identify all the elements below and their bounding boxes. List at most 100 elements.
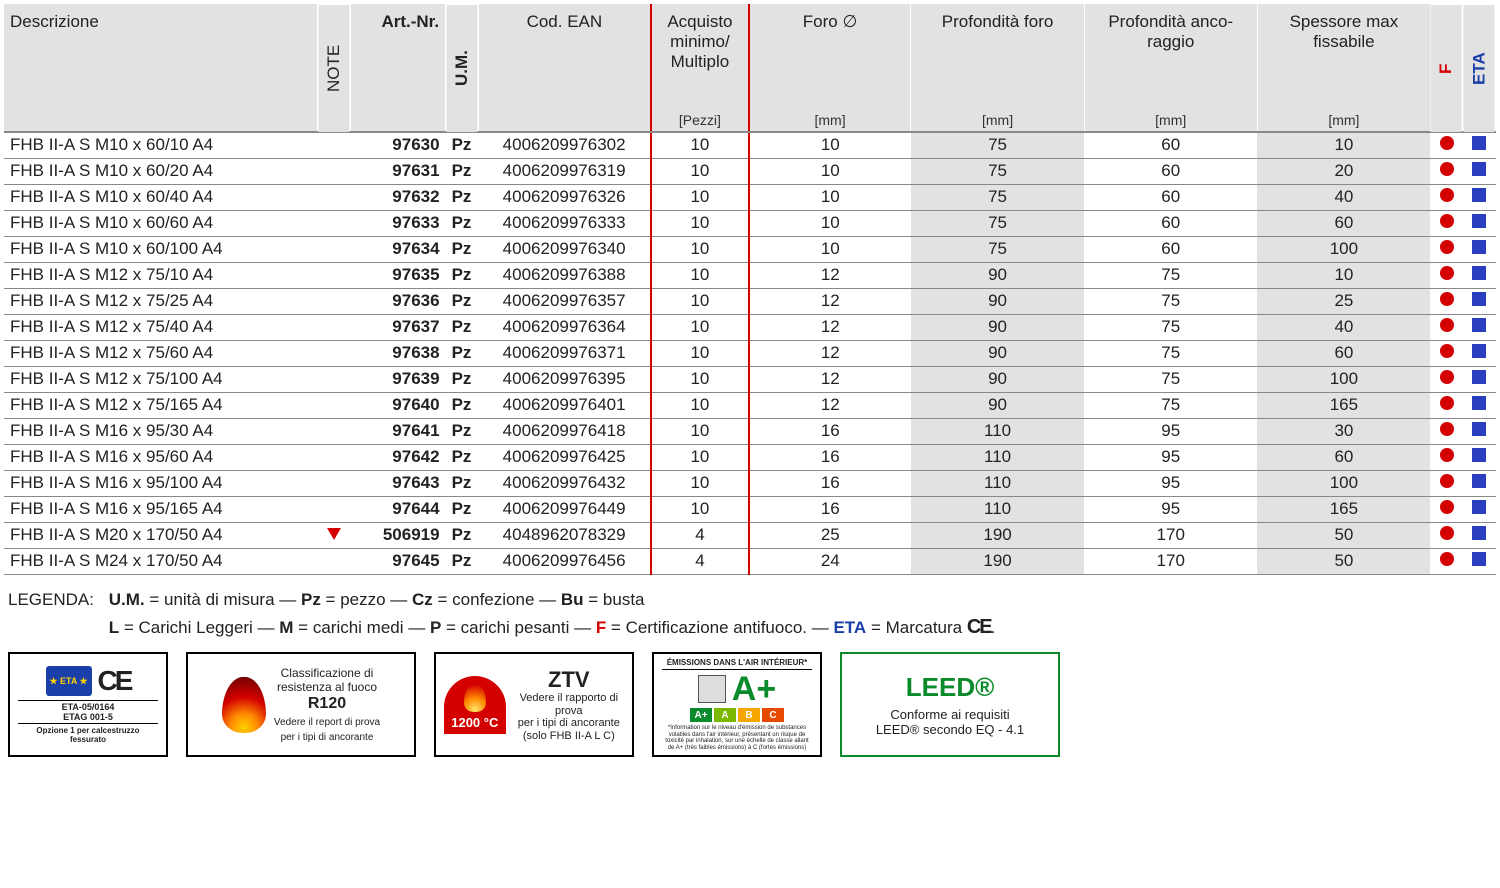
- cell-desc: FHB II-A S M10 x 60/40 A4: [4, 184, 318, 210]
- table-row: FHB II-A S M10 x 60/10 A497630Pz40062099…: [4, 132, 1496, 158]
- cell-art: 97636: [350, 288, 445, 314]
- cell-f: [1430, 366, 1462, 392]
- blue-square-icon: [1472, 448, 1486, 462]
- aplus-rating-cell: A+: [690, 708, 712, 722]
- cell-note: [318, 418, 350, 444]
- cell-note: [318, 470, 350, 496]
- cell-spess: 100: [1257, 366, 1430, 392]
- cell-um: Pz: [446, 210, 478, 236]
- blue-square-icon: [1472, 526, 1486, 540]
- cell-foro: 12: [749, 366, 911, 392]
- cell-desc: FHB II-A S M10 x 60/20 A4: [4, 158, 318, 184]
- cell-panc: 95: [1084, 444, 1257, 470]
- cell-pforo: 75: [911, 236, 1084, 262]
- badge-eta-ce: ★ ETA ★ CE ETA-05/0164ETAG 001-5 Opzione…: [8, 652, 168, 757]
- cell-note: [318, 496, 350, 522]
- cell-acq: 4: [651, 522, 748, 548]
- blue-square-icon: [1472, 214, 1486, 228]
- cell-foro: 12: [749, 288, 911, 314]
- cell-art: 97634: [350, 236, 445, 262]
- header-ean: Cod. EAN: [478, 4, 651, 132]
- header-foro: Foro ∅[mm]: [749, 4, 911, 132]
- cell-pforo: 90: [911, 262, 1084, 288]
- header-acquisto: Acquisto minimo/ Multiplo[Pezzi]: [651, 4, 748, 132]
- cell-panc: 95: [1084, 470, 1257, 496]
- cell-acq: 10: [651, 132, 748, 158]
- cell-ean: 4006209976340: [478, 236, 651, 262]
- blue-square-icon: [1472, 370, 1486, 384]
- table-row: FHB II-A S M10 x 60/20 A497631Pz40062099…: [4, 158, 1496, 184]
- cell-eta: [1463, 444, 1496, 470]
- red-dot-icon: [1440, 318, 1454, 332]
- cell-art: 97637: [350, 314, 445, 340]
- cell-spess: 100: [1257, 470, 1430, 496]
- cell-desc: FHB II-A S M16 x 95/30 A4: [4, 418, 318, 444]
- table-row: FHB II-A S M12 x 75/25 A497636Pz40062099…: [4, 288, 1496, 314]
- cell-ean: 4006209976388: [478, 262, 651, 288]
- cell-foro: 16: [749, 418, 911, 444]
- cell-spess: 165: [1257, 392, 1430, 418]
- cell-f: [1430, 132, 1462, 158]
- red-dot-icon: [1440, 370, 1454, 384]
- header-art-nr: Art.-Nr.: [350, 4, 445, 132]
- cell-note: [318, 132, 350, 158]
- cell-um: Pz: [446, 132, 478, 158]
- cell-acq: 10: [651, 392, 748, 418]
- red-dot-icon: [1440, 474, 1454, 488]
- cell-foro: 16: [749, 470, 911, 496]
- legend: LEGENDA: U.M. = unità di misura — Pz = p…: [8, 587, 1492, 643]
- cell-um: Pz: [446, 314, 478, 340]
- cell-acq: 10: [651, 340, 748, 366]
- cell-spess: 60: [1257, 210, 1430, 236]
- cell-pforo: 90: [911, 288, 1084, 314]
- red-dot-icon: [1440, 344, 1454, 358]
- red-dot-icon: [1440, 500, 1454, 514]
- flame-icon: [222, 677, 266, 733]
- cell-eta: [1463, 210, 1496, 236]
- product-table: Descrizione NOTE Art.-Nr. U.M. Cod. EAN …: [4, 4, 1496, 575]
- cell-pforo: 110: [911, 470, 1084, 496]
- cell-ean: 4006209976401: [478, 392, 651, 418]
- blue-square-icon: [1472, 396, 1486, 410]
- cell-note: [318, 314, 350, 340]
- cell-desc: FHB II-A S M12 x 75/100 A4: [4, 366, 318, 392]
- cell-art: 97631: [350, 158, 445, 184]
- cell-eta: [1463, 184, 1496, 210]
- cell-spess: 30: [1257, 418, 1430, 444]
- blue-square-icon: [1472, 136, 1486, 150]
- cell-panc: 60: [1084, 132, 1257, 158]
- cell-um: Pz: [446, 548, 478, 574]
- cell-eta: [1463, 496, 1496, 522]
- cell-foro: 24: [749, 548, 911, 574]
- cell-panc: 95: [1084, 496, 1257, 522]
- ce-logo-icon: CE: [98, 665, 131, 697]
- cell-panc: 75: [1084, 262, 1257, 288]
- cell-art: 506919: [350, 522, 445, 548]
- cell-ean: 4006209976432: [478, 470, 651, 496]
- cell-eta: [1463, 236, 1496, 262]
- cell-panc: 170: [1084, 548, 1257, 574]
- table-row: FHB II-A S M16 x 95/165 A497644Pz4006209…: [4, 496, 1496, 522]
- cell-desc: FHB II-A S M16 x 95/60 A4: [4, 444, 318, 470]
- red-dot-icon: [1440, 552, 1454, 566]
- cell-spess: 20: [1257, 158, 1430, 184]
- cell-desc: FHB II-A S M12 x 75/40 A4: [4, 314, 318, 340]
- badge-r120: Classificazione di resistenza al fuoco R…: [186, 652, 416, 757]
- legend-label: LEGENDA:: [8, 590, 94, 609]
- cell-foro: 16: [749, 444, 911, 470]
- badge-leed: LEED® Conforme ai requisitiLEED® secondo…: [840, 652, 1060, 757]
- cell-spess: 60: [1257, 444, 1430, 470]
- cell-spess: 60: [1257, 340, 1430, 366]
- cell-note: [318, 548, 350, 574]
- cell-panc: 75: [1084, 314, 1257, 340]
- fire-arch-icon: 1200 °C: [444, 676, 506, 734]
- cell-art: 97642: [350, 444, 445, 470]
- table-row: FHB II-A S M16 x 95/30 A497641Pz40062099…: [4, 418, 1496, 444]
- cell-pforo: 75: [911, 158, 1084, 184]
- cell-um: Pz: [446, 444, 478, 470]
- cell-um: Pz: [446, 392, 478, 418]
- cell-art: 97638: [350, 340, 445, 366]
- cell-pforo: 110: [911, 418, 1084, 444]
- cell-spess: 50: [1257, 548, 1430, 574]
- cell-acq: 10: [651, 210, 748, 236]
